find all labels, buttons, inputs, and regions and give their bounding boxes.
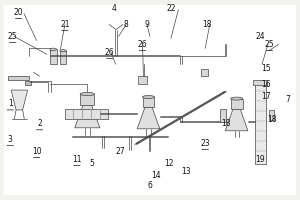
Bar (254, 84, 266, 164)
Bar (269, 110, 274, 120)
Bar (80, 94, 94, 105)
Text: 14: 14 (151, 171, 161, 180)
Text: 17: 17 (262, 92, 271, 101)
Text: 13: 13 (181, 167, 190, 176)
Bar (65, 109, 108, 119)
Text: 7: 7 (285, 95, 290, 104)
Ellipse shape (231, 97, 243, 100)
Bar (8, 76, 29, 80)
Text: 23: 23 (200, 139, 210, 148)
Text: 12: 12 (165, 159, 174, 168)
Bar (201, 69, 208, 76)
Text: 25: 25 (265, 40, 274, 49)
Text: 11: 11 (72, 155, 82, 164)
Text: 9: 9 (145, 20, 149, 29)
Polygon shape (137, 107, 160, 129)
Text: 20: 20 (14, 8, 23, 17)
Text: 18: 18 (202, 20, 211, 29)
Text: 26: 26 (138, 40, 147, 49)
Text: 3: 3 (8, 135, 13, 144)
Polygon shape (225, 109, 248, 131)
Text: 2: 2 (37, 119, 42, 128)
Bar (138, 76, 147, 84)
Polygon shape (75, 105, 100, 128)
Text: 26: 26 (105, 48, 115, 57)
Text: 22: 22 (166, 4, 176, 13)
Text: 24: 24 (256, 32, 265, 41)
Text: 6: 6 (148, 181, 152, 190)
Text: 10: 10 (32, 147, 41, 156)
Text: 8: 8 (124, 20, 128, 29)
Text: 27: 27 (115, 147, 125, 156)
Bar (60, 51, 66, 64)
Bar (25, 81, 31, 85)
Text: 4: 4 (112, 4, 117, 13)
Bar (50, 49, 56, 64)
Bar (220, 109, 226, 122)
Bar (142, 97, 154, 107)
Text: 18: 18 (268, 115, 277, 124)
Text: 5: 5 (89, 159, 94, 168)
Text: 15: 15 (262, 64, 271, 73)
Bar (253, 80, 267, 85)
Text: 19: 19 (256, 155, 265, 164)
Text: 16: 16 (262, 80, 271, 89)
Ellipse shape (142, 96, 154, 99)
Text: 25: 25 (8, 32, 17, 41)
Text: 18: 18 (221, 119, 231, 128)
Text: 21: 21 (60, 20, 70, 29)
Bar (231, 99, 243, 109)
Text: 1: 1 (8, 99, 13, 108)
Ellipse shape (60, 50, 66, 52)
Polygon shape (11, 90, 28, 110)
Ellipse shape (80, 92, 94, 96)
Ellipse shape (50, 48, 56, 51)
